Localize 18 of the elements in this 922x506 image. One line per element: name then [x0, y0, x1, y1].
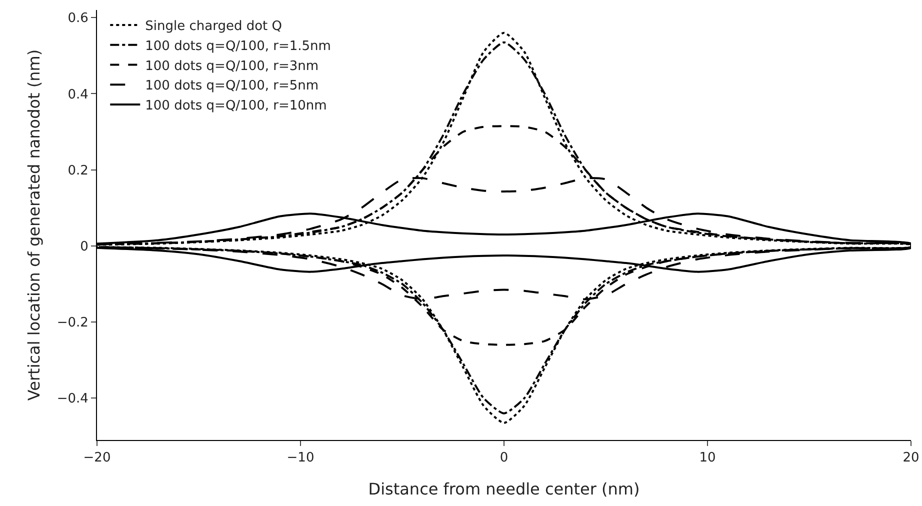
y-tick-label: 0.2	[68, 163, 88, 178]
legend-label: 100 dots q=Q/100, r=3nm	[145, 58, 319, 74]
x-tick-label: 10	[699, 450, 716, 466]
y-tick-label: −0.2	[56, 316, 88, 331]
x-axis-title: Distance from needle center (nm)	[368, 479, 640, 498]
x-tick-label: 0	[500, 450, 508, 466]
y-tick-label: 0.4	[68, 87, 88, 102]
legend-label: 100 dots q=Q/100, r=10nm	[145, 98, 327, 114]
legend-label: 100 dots q=Q/100, r=1.5nm	[145, 38, 331, 54]
x-tick-label: 20	[902, 450, 920, 466]
x-tick-label: −10	[286, 450, 314, 466]
y-axis-title: Vertical location of generated nanodot (nm)	[24, 49, 44, 401]
y-tick-label: 0.6	[68, 11, 88, 26]
legend-label: Single charged dot Q	[145, 19, 282, 34]
y-tick-label: 0	[80, 239, 88, 254]
x-tick-label: −20	[83, 450, 111, 466]
y-tick-label: −0.4	[56, 392, 88, 407]
legend-label: 100 dots q=Q/100, r=5nm	[145, 78, 319, 94]
